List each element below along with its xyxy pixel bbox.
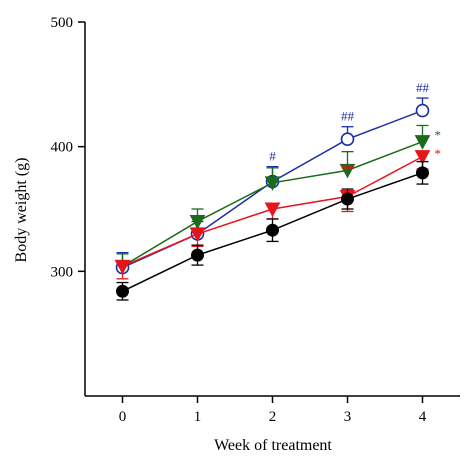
data-point <box>264 176 281 191</box>
x-tick-label: 2 <box>269 409 277 425</box>
significance-label: * <box>435 146 442 161</box>
significance-label: ## <box>341 109 355 124</box>
data-point <box>414 150 431 165</box>
significance-label: ## <box>416 80 430 95</box>
x-tick-label: 1 <box>194 409 202 425</box>
data-point <box>341 192 354 206</box>
series-3 <box>116 160 429 301</box>
y-tick-label: 500 <box>51 15 74 31</box>
data-point <box>414 135 431 150</box>
data-point <box>264 202 281 218</box>
x-tick-label: 3 <box>344 409 352 425</box>
series-layer: #####**** <box>114 80 442 301</box>
data-point <box>116 284 129 298</box>
significance-label: # <box>269 149 276 164</box>
data-point <box>266 223 279 237</box>
data-point <box>415 103 430 118</box>
data-point <box>191 248 204 262</box>
y-tick-label: 300 <box>51 264 74 280</box>
data-point <box>114 259 131 275</box>
x-tick-label: 0 <box>119 409 127 425</box>
x-axis-label: Week of treatment <box>214 437 332 454</box>
x-tick-label: 4 <box>419 409 427 425</box>
data-point <box>340 132 355 146</box>
data-point <box>416 166 429 180</box>
axes: 300 400 500 0 1 2 3 4 <box>51 15 460 425</box>
data-point <box>189 214 206 230</box>
data-point <box>339 163 356 179</box>
significance-label: ** <box>341 162 354 177</box>
series-1: * <box>114 124 442 275</box>
data-point <box>189 227 206 242</box>
y-axis-label: Body weight (g) <box>13 158 30 263</box>
y-tick-label: 400 <box>51 140 74 156</box>
significance-label: * <box>435 127 442 142</box>
